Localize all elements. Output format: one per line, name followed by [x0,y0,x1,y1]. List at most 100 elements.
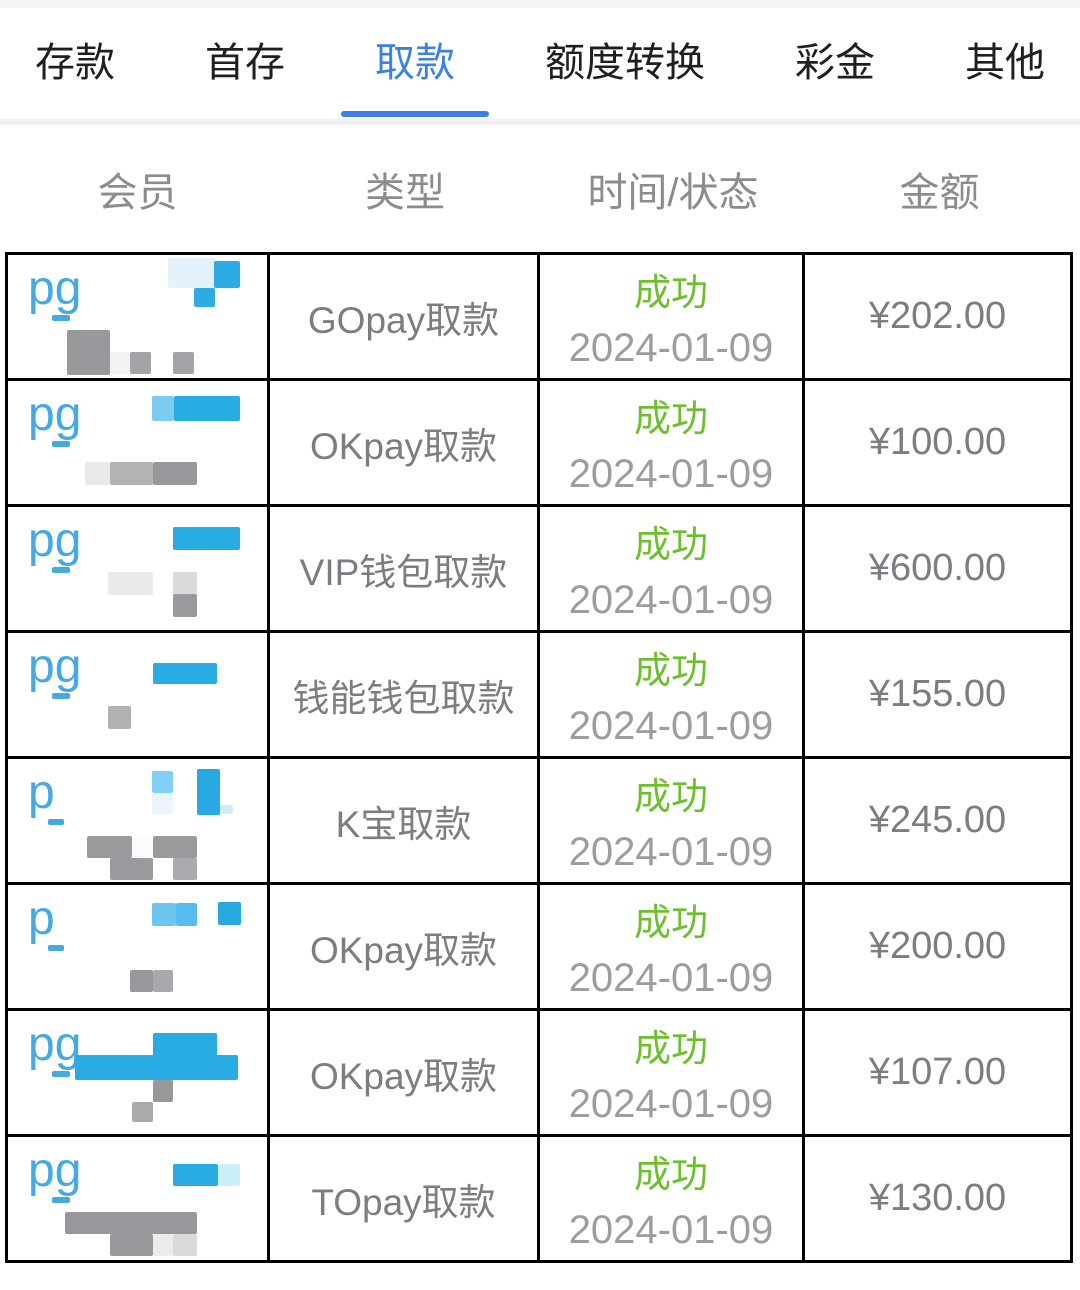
redaction-block [132,836,153,858]
table-row: pg OKpay取款 成功 2024-01-09 ¥107.00 [5,1008,1073,1137]
redaction-block [173,594,197,617]
top-strip [0,0,1080,8]
row-status: 成功 [634,650,708,691]
header-type: 类型 [365,170,445,215]
redaction-block [152,903,176,926]
redaction-block [67,330,110,375]
redaction-block [153,1033,217,1057]
redaction-block [108,572,153,595]
redaction-block [130,970,153,992]
redaction-block [197,769,220,815]
tabbar-divider [0,119,1080,125]
member-link[interactable]: pg [28,1018,82,1071]
row-status: 成功 [634,1154,708,1195]
redaction-block [110,1234,153,1256]
redaction-block [52,567,70,573]
tab-first-deposit[interactable]: 首存 [205,41,285,85]
redaction-block [153,663,217,684]
tab-bar: 存款 首存 取款 额度转换 彩金 其他 [0,8,1080,119]
redaction-block [152,793,173,814]
member-link[interactable]: pg [28,262,82,315]
redaction-block [173,527,240,550]
time-status-cell: 成功 2024-01-09 [537,1134,805,1263]
redaction-block [52,1071,70,1077]
member-link[interactable]: pg [28,514,82,567]
member-link[interactable]: p [28,766,55,819]
tab-quota-convert[interactable]: 额度转换 [545,41,705,85]
row-amount: ¥202.00 [802,252,1073,381]
row-type: GOpay取款 [267,252,540,381]
member-cell: p [5,756,270,885]
row-type: TOpay取款 [267,1134,540,1263]
tab-bonus[interactable]: 彩金 [795,41,875,85]
table-row: pg VIP钱包取款 成功 2024-01-09 ¥600.00 [5,504,1073,633]
redaction-block [153,836,197,858]
redaction-block [220,805,233,814]
row-date: 2024-01-09 [568,326,774,370]
row-date: 2024-01-09 [568,452,774,496]
redaction-block [132,1102,153,1122]
redaction-block [48,945,64,951]
redaction-block [48,819,64,825]
redaction-block [87,836,132,858]
redaction-block [153,1080,173,1102]
redaction-block [110,462,153,485]
time-status-cell: 成功 2024-01-09 [537,630,805,759]
redaction-block [108,706,131,729]
header-amount: 金额 [899,170,980,215]
row-status: 成功 [634,398,708,439]
row-type: OKpay取款 [267,378,540,507]
redaction-block [173,572,197,594]
table-row: pg GOpay取款 成功 2024-01-09 ¥202.00 [5,252,1073,381]
redaction-block [176,903,197,926]
member-link[interactable]: pg [28,640,82,693]
row-status: 成功 [634,272,708,313]
redaction-block [153,462,197,485]
row-amount: ¥155.00 [802,630,1073,759]
row-amount: ¥107.00 [802,1008,1073,1137]
redaction-block [52,693,70,699]
member-cell: pg [5,1134,270,1263]
redaction-block [168,258,216,288]
table-row: p K宝取款 成功 2024-01-09 ¥245.00 [5,756,1073,885]
member-link[interactable]: pg [28,1144,82,1197]
time-status-cell: 成功 2024-01-09 [537,882,805,1011]
tab-withdrawal[interactable]: 取款 [375,41,455,85]
member-cell: pg [5,630,270,759]
member-cell: pg [5,504,270,633]
row-type: OKpay取款 [267,882,540,1011]
redaction-block [65,1212,197,1234]
row-type: OKpay取款 [267,1008,540,1137]
member-link[interactable]: pg [28,388,82,441]
row-date: 2024-01-09 [568,1082,774,1126]
redaction-block [152,771,173,793]
redaction-block [173,858,197,880]
redaction-block [153,970,173,992]
tab-other[interactable]: 其他 [965,41,1045,85]
table-row: pg OKpay取款 成功 2024-01-09 ¥100.00 [5,378,1073,507]
records-table: pg GOpay取款 成功 2024-01-09 ¥202.00 pg OKpa… [5,252,1073,1263]
row-amount: ¥130.00 [802,1134,1073,1263]
redaction-block [85,462,110,485]
table-row: pg 钱能钱包取款 成功 2024-01-09 ¥155.00 [5,630,1073,759]
redaction-block [173,1234,197,1256]
member-cell: p [5,882,270,1011]
row-status: 成功 [634,902,708,943]
redaction-block [174,396,240,421]
redaction-block [52,441,70,447]
member-cell: pg [5,1008,270,1137]
row-status: 成功 [634,776,708,817]
redaction-block [75,1055,238,1080]
redaction-block [153,1234,173,1256]
table-header-row: 会员 类型 时间/状态 金额 [0,125,1080,252]
tab-deposit[interactable]: 存款 [35,41,115,85]
member-link[interactable]: p [28,892,55,945]
row-type: VIP钱包取款 [267,504,540,633]
member-cell: pg [5,378,270,507]
time-status-cell: 成功 2024-01-09 [537,504,805,633]
row-amount: ¥600.00 [802,504,1073,633]
row-date: 2024-01-09 [568,1208,774,1252]
redaction-block [214,261,240,288]
row-amount: ¥245.00 [802,756,1073,885]
redaction-block [52,315,70,321]
